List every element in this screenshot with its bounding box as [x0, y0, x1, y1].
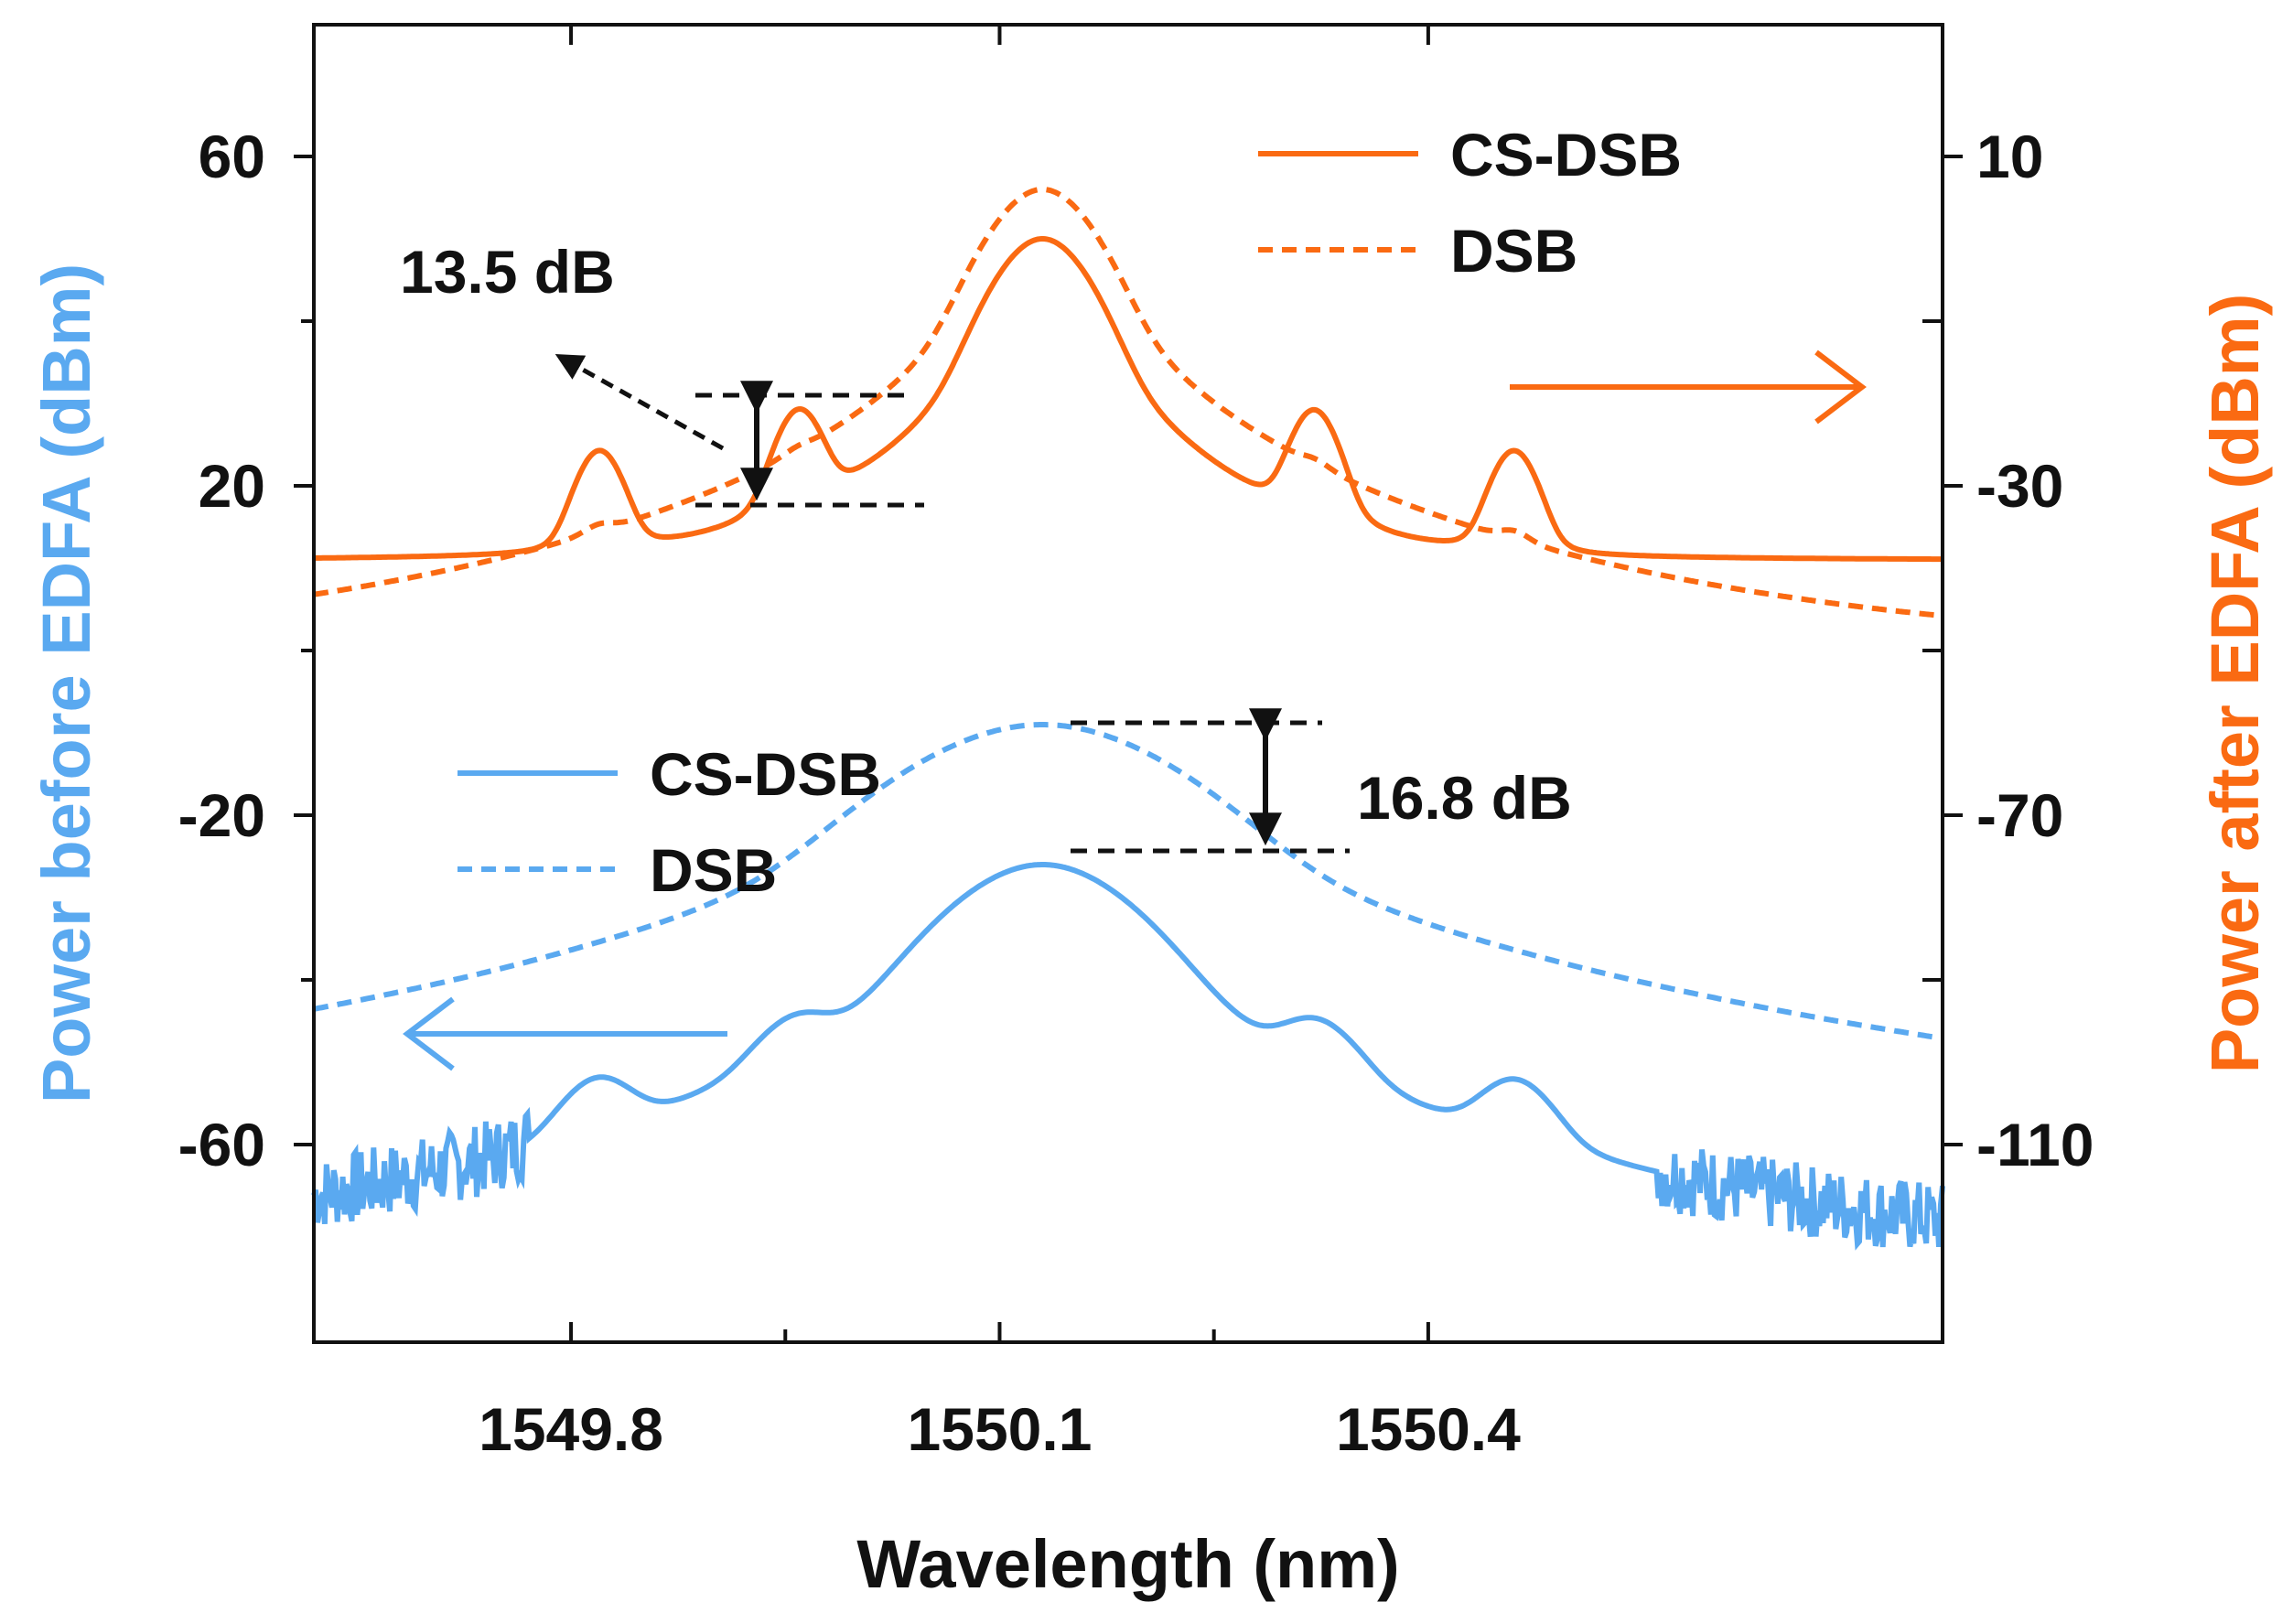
y-right-tick-label: 10: [1976, 123, 2043, 190]
y-right-tick-label: -110: [1976, 1111, 2094, 1178]
x-axis-title: Wavelength (nm): [856, 1526, 1399, 1602]
plot-frame: [312, 23, 1944, 1344]
left-axis-arrow-head: [403, 996, 455, 1071]
y-left-tick-label: -60: [178, 1111, 265, 1178]
y-right-tick-label: -70: [1976, 781, 2063, 849]
x-tick-label: 1550.1: [908, 1395, 1093, 1463]
y-right-tick-label: -30: [1976, 452, 2063, 520]
before-edfa-dsb-line: [313, 722, 1943, 1041]
anno-after-pointer-arrow: [554, 354, 725, 451]
before-edfa-cs-dsb-line: [311, 862, 1945, 1251]
after-edfa-cs-dsb-line: [314, 236, 1943, 563]
legend-before-cs-dsb-label: CS-DSB: [650, 740, 881, 808]
x-tick-label: 1550.4: [1336, 1395, 1521, 1463]
legend-before-dsb-label: DSB: [650, 836, 777, 904]
after-edfa-dsb-line: [313, 187, 1943, 619]
y-left-tick-label: -20: [178, 781, 265, 849]
y-right-axis-title: Power after EDFA (dBm): [2197, 294, 2273, 1073]
anno-before-diff-label: 16.8 dB: [1357, 764, 1572, 832]
y-left-axis-title: Power before EDFA (dBm): [28, 263, 104, 1103]
y-left-tick-label: 20: [199, 452, 265, 520]
legend-after-cs-dsb-label: CS-DSB: [1450, 121, 1682, 188]
x-tick-label: 1549.8: [479, 1395, 663, 1463]
right-axis-arrow-head: [1814, 350, 1867, 425]
anno-after-diff-label: 13.5 dB: [400, 238, 615, 306]
legend-after-dsb-label: DSB: [1450, 217, 1577, 285]
y-left-tick-label: 60: [199, 123, 265, 190]
